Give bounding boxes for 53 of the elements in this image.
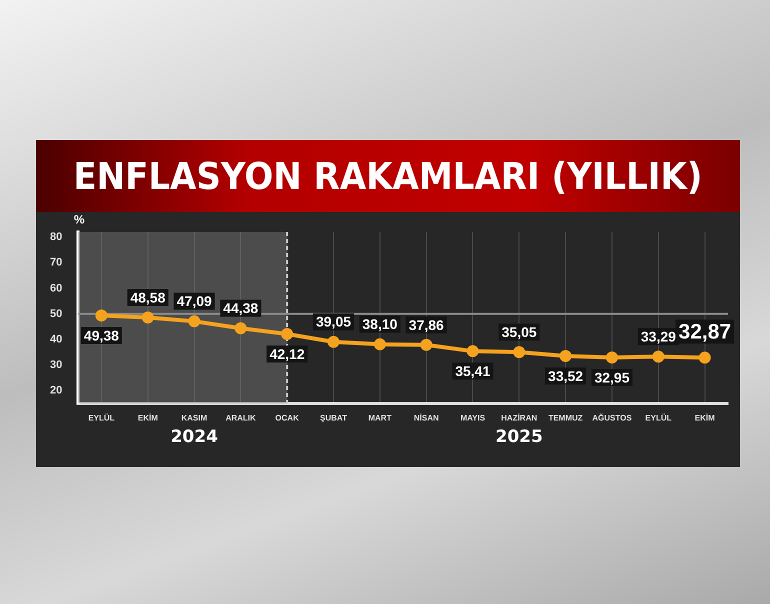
- point: [142, 311, 154, 324]
- data-label: 33,52: [548, 368, 584, 384]
- data-label: 35,05: [502, 324, 537, 340]
- x-tick-label: EYLÜL: [645, 413, 672, 422]
- x-tick-label: OCAK: [275, 413, 300, 422]
- point: [698, 352, 711, 364]
- data-label: 44,38: [223, 300, 258, 316]
- x-tick-label: HAZİRAN: [501, 413, 538, 422]
- data-label: 33,29: [640, 328, 676, 344]
- data-label: 32,95: [594, 369, 630, 386]
- y-tick-label: 50: [50, 308, 62, 320]
- point: [234, 322, 247, 334]
- data-label: 35,41: [455, 363, 490, 380]
- y-tick-label: 20: [50, 384, 62, 397]
- y-tick-label: 30: [50, 359, 62, 372]
- text: 2024: [170, 426, 218, 447]
- x-tick-label: EKİM: [138, 413, 158, 422]
- text: 2025: [495, 426, 543, 447]
- y-tick-label: 70: [50, 256, 62, 269]
- y-tick-label: 40: [50, 333, 62, 346]
- data-label: 49,38: [84, 327, 120, 344]
- data-label: 47,09: [176, 293, 212, 310]
- x-tick-label: MAYIS: [460, 413, 486, 422]
- x-tick-label: EKİM: [694, 413, 716, 422]
- x-tick-label: MART: [368, 413, 392, 422]
- x-tick-label: ARALIK: [226, 413, 256, 422]
- x-tick-label: AĞUSTOS: [592, 412, 632, 422]
- y-tick-label: 80: [50, 231, 62, 244]
- chart-title: ENFLASYON RAKAMLARI (YILLIK): [73, 154, 703, 198]
- point: [328, 336, 340, 348]
- data-label: 37,86: [408, 316, 444, 333]
- y-tick-label: 60: [50, 282, 62, 294]
- data-label: 42,12: [270, 346, 305, 362]
- x-tick-label: TEMMUZ: [548, 413, 583, 422]
- point: [560, 350, 572, 362]
- point: [374, 338, 386, 350]
- data-label: 39,05: [316, 314, 352, 330]
- data-label: 38,10: [362, 316, 398, 332]
- x-tick-label: ŞUBAT: [320, 413, 348, 422]
- y-axis-title: %: [74, 212, 85, 226]
- point: [652, 350, 664, 363]
- point: [95, 309, 108, 322]
- point: [513, 346, 526, 358]
- x-tick-label: NİSAN: [414, 413, 439, 422]
- point: [420, 338, 432, 351]
- point: [281, 328, 294, 340]
- data-label: 48,58: [130, 289, 166, 306]
- point: [188, 315, 200, 328]
- x-tick-label: EYLÜL: [88, 413, 115, 422]
- point: [466, 345, 479, 358]
- point: [606, 351, 618, 364]
- data-label: 32,87: [678, 320, 732, 344]
- x-tick-label: KASIM: [181, 413, 208, 422]
